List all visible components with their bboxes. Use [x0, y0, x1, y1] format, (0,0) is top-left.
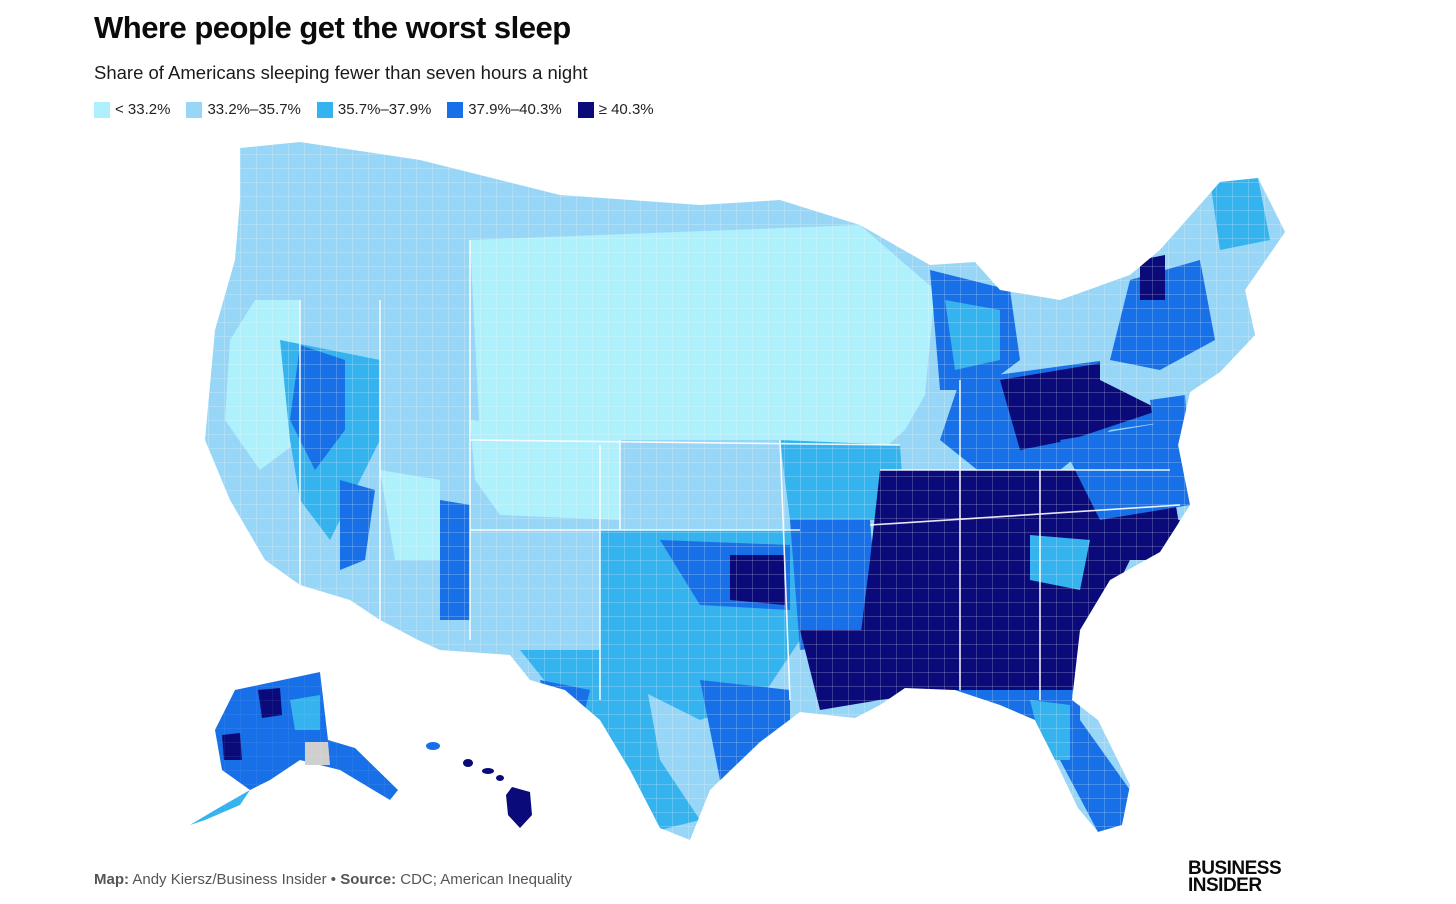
legend-item-bin-4: ≥ 40.3% — [577, 101, 654, 118]
legend-item-bin-3: 37.9%–40.3% — [447, 101, 562, 118]
map-label: Map: — [94, 871, 129, 888]
us-county-map — [190, 142, 1285, 840]
chart-title: Where people get the worst sleep — [94, 10, 571, 45]
legend-swatch — [447, 101, 464, 118]
chart-subtitle: Share of Americans sleeping fewer than s… — [94, 62, 588, 83]
legend-label: 33.2%–35.7% — [207, 101, 301, 118]
legend-item-bin-1: 33.2%–35.7% — [186, 101, 301, 118]
business-insider-logo: BUSINESS INSIDER — [1188, 858, 1282, 896]
state-borders — [299, 240, 1181, 701]
source-label: Source: — [340, 871, 397, 888]
legend-swatch — [577, 101, 594, 118]
legend-label: ≥ 40.3% — [598, 101, 654, 118]
legend-label: 35.7%–37.9% — [337, 101, 432, 118]
legend-item-bin-0: < 33.2% — [94, 101, 170, 118]
legend-swatch — [316, 101, 333, 118]
map-credit: Andy Kiersz/Business Insider — [132, 871, 327, 888]
legend-swatch — [186, 101, 203, 118]
legend-label: 37.9%–40.3% — [468, 101, 562, 118]
alaska — [190, 672, 400, 832]
legend-label: < 33.2% — [115, 101, 171, 118]
legend-item-bin-2: 35.7%–37.9% — [316, 101, 432, 118]
separator: • — [330, 871, 337, 888]
footer-credit: Map: Andy Kiersz/Business Insider • Sour… — [94, 871, 572, 888]
logo-line-2: INSIDER — [1188, 875, 1262, 896]
logo-line-1: BUSINESS — [1188, 858, 1282, 879]
source-text: CDC; American Inequality — [400, 871, 572, 888]
legend-swatch — [94, 101, 110, 118]
hawaii — [426, 742, 532, 828]
legend: < 33.2% 33.2%–35.7% 35.7%–37.9% 37.9%–40… — [94, 101, 654, 118]
